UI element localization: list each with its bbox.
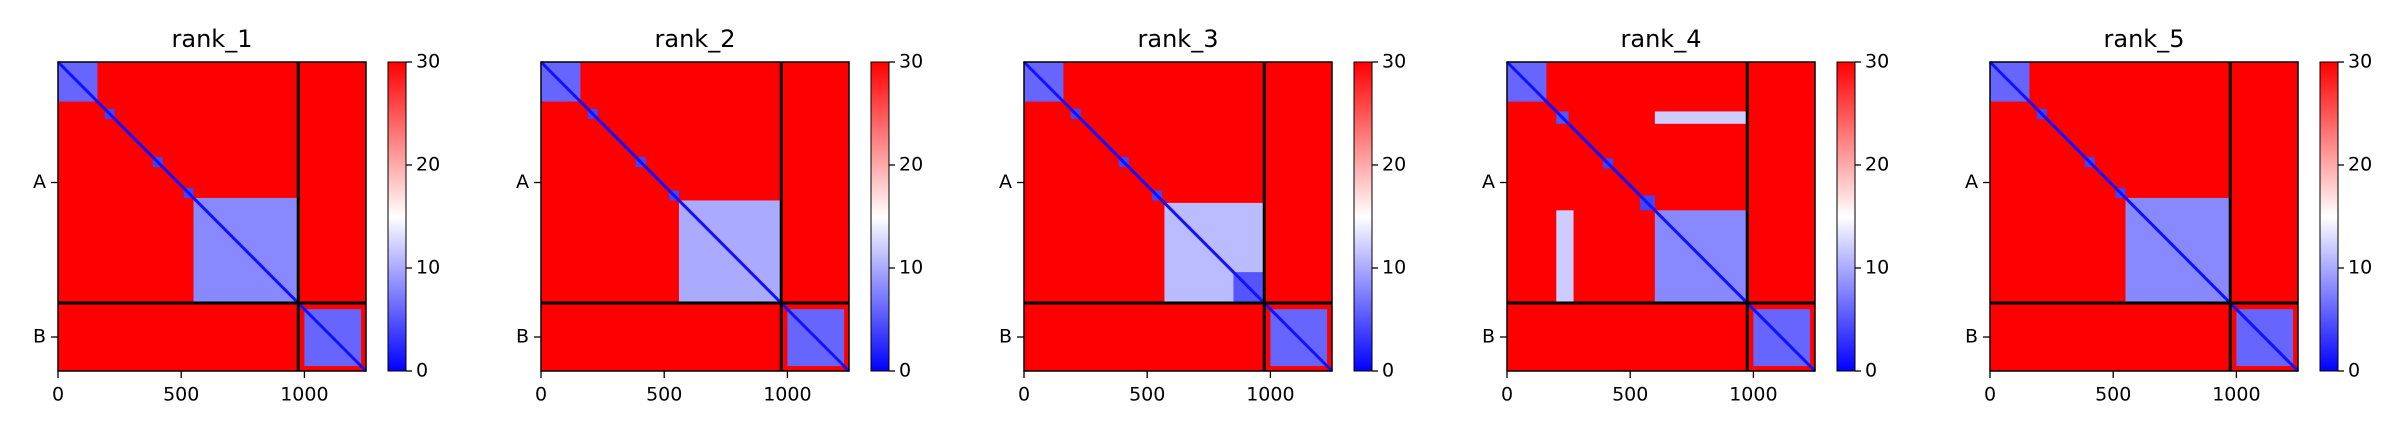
colorbar-tick-label: 10	[899, 257, 923, 279]
colorbar-tick-label: 0	[899, 360, 911, 382]
y-tick-label: B	[1482, 326, 1495, 348]
colorbar-tick-label: 30	[2348, 51, 2372, 73]
panel-title: rank_1	[172, 25, 253, 53]
panel-title: rank_2	[655, 25, 736, 53]
panel-title: rank_4	[1621, 25, 1702, 53]
colorbar-tick-label: 30	[899, 51, 923, 73]
axes-frame	[1989, 61, 2299, 372]
x-tick-label: 1000	[763, 384, 811, 406]
colorbar	[1353, 61, 1373, 372]
colorbar-tick-label: 30	[416, 51, 440, 73]
colorbar-tick-label: 10	[416, 257, 440, 279]
diagonal	[56, 60, 368, 373]
x-tick-label: 1000	[1246, 384, 1294, 406]
colorbar-tick-label: 20	[416, 154, 440, 176]
x-tick-label: 0	[535, 384, 547, 406]
colorbar-tick-label: 30	[1865, 51, 1889, 73]
colorbar	[2319, 61, 2339, 372]
diagonal	[1505, 60, 1817, 373]
y-tick-label: B	[999, 326, 1012, 348]
y-tick-label: A	[516, 171, 529, 193]
x-tick-label: 1000	[2212, 384, 2260, 406]
y-tick-label: B	[33, 326, 46, 348]
y-tick-label: A	[999, 171, 1012, 193]
diagonal	[539, 60, 851, 373]
colorbar-tick-label: 0	[2348, 360, 2360, 382]
y-tick-label: A	[1965, 171, 1978, 193]
colorbar-tick-label: 10	[1382, 257, 1406, 279]
colorbar-tick-label: 10	[1865, 257, 1889, 279]
x-tick-label: 500	[163, 384, 199, 406]
x-tick-label: 500	[2095, 384, 2131, 406]
x-tick-label: 1000	[1729, 384, 1777, 406]
x-tick-label: 0	[1018, 384, 1030, 406]
pae-region	[1654, 111, 1748, 124]
colorbar-tick-label: 0	[1865, 360, 1877, 382]
diagonal	[1988, 60, 2300, 373]
colorbar-tick-label: 10	[2348, 257, 2372, 279]
x-tick-label: 500	[1129, 384, 1165, 406]
x-tick-label: 500	[1612, 384, 1648, 406]
x-tick-label: 0	[1501, 384, 1513, 406]
colorbar	[870, 61, 890, 372]
colorbar-tick-label: 20	[2348, 154, 2372, 176]
pae-region	[1556, 210, 1574, 304]
colorbar-tick-label: 20	[1382, 154, 1406, 176]
axes-frame	[540, 61, 850, 372]
colorbar	[1836, 61, 1856, 372]
diagonal	[1022, 60, 1334, 373]
y-tick-label: A	[1482, 171, 1495, 193]
x-tick-label: 1000	[280, 384, 328, 406]
axes-frame	[57, 61, 367, 372]
colorbar-tick-label: 20	[899, 154, 923, 176]
y-tick-label: B	[1965, 326, 1978, 348]
y-tick-label: B	[516, 326, 529, 348]
axes-frame	[1506, 61, 1816, 372]
panel-title: rank_3	[1138, 25, 1219, 53]
colorbar-tick-label: 0	[1382, 360, 1394, 382]
axes-frame	[1023, 61, 1333, 372]
colorbar-tick-label: 30	[1382, 51, 1406, 73]
x-tick-label: 0	[1984, 384, 1996, 406]
colorbar-tick-label: 0	[416, 360, 428, 382]
colorbar	[387, 61, 407, 372]
y-tick-label: A	[33, 171, 46, 193]
x-tick-label: 500	[646, 384, 682, 406]
panel-title: rank_5	[2104, 25, 2185, 53]
x-tick-label: 0	[52, 384, 64, 406]
colorbar-tick-label: 20	[1865, 154, 1889, 176]
